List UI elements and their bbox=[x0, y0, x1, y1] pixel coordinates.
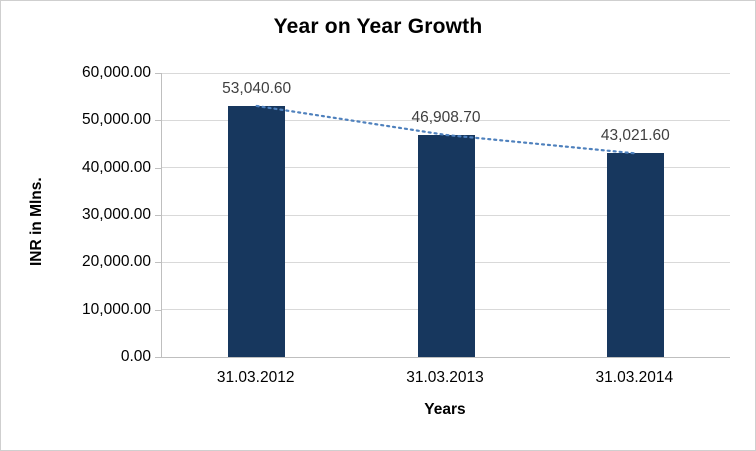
y-tick-mark bbox=[155, 120, 161, 122]
y-tick-label: 40,000.00 bbox=[82, 158, 151, 176]
y-tick-mark bbox=[155, 215, 161, 216]
y-tick-label: 20,000.00 bbox=[82, 253, 151, 271]
y-tick-mark bbox=[155, 309, 161, 311]
bar-value-label: 53,040.60 bbox=[222, 79, 292, 97]
plot-area: 53,040.60 46,908.70 43,021.60 bbox=[161, 72, 730, 358]
y-tick-mark bbox=[155, 357, 161, 358]
x-axis-title: Years bbox=[424, 401, 466, 418]
chart-title: Year on Year Growth bbox=[273, 15, 483, 38]
y-tick-mark bbox=[155, 167, 161, 169]
y-tick-mark bbox=[155, 73, 161, 74]
x-tick-label: 31.03.2014 bbox=[595, 369, 674, 386]
y-tick-label: 0.00 bbox=[120, 348, 151, 365]
y-tick-mark bbox=[155, 262, 161, 264]
y-tick-label: 60,000.00 bbox=[82, 64, 151, 81]
bar bbox=[606, 153, 664, 357]
trendline bbox=[255, 104, 637, 155]
bar bbox=[228, 105, 286, 357]
y-tick-label: 50,000.00 bbox=[82, 111, 151, 129]
y-tick-label: 10,000.00 bbox=[82, 300, 151, 318]
y-tick-label: 30,000.00 bbox=[82, 206, 151, 223]
bar-value-label: 46,908.70 bbox=[411, 108, 481, 126]
gridline bbox=[162, 119, 730, 121]
bar bbox=[417, 134, 475, 357]
bar-value-label: 43,021.60 bbox=[600, 127, 670, 145]
gridline bbox=[162, 72, 730, 74]
x-tick-label: 31.03.2013 bbox=[406, 369, 484, 386]
x-tick-label: 31.03.2012 bbox=[216, 369, 295, 386]
